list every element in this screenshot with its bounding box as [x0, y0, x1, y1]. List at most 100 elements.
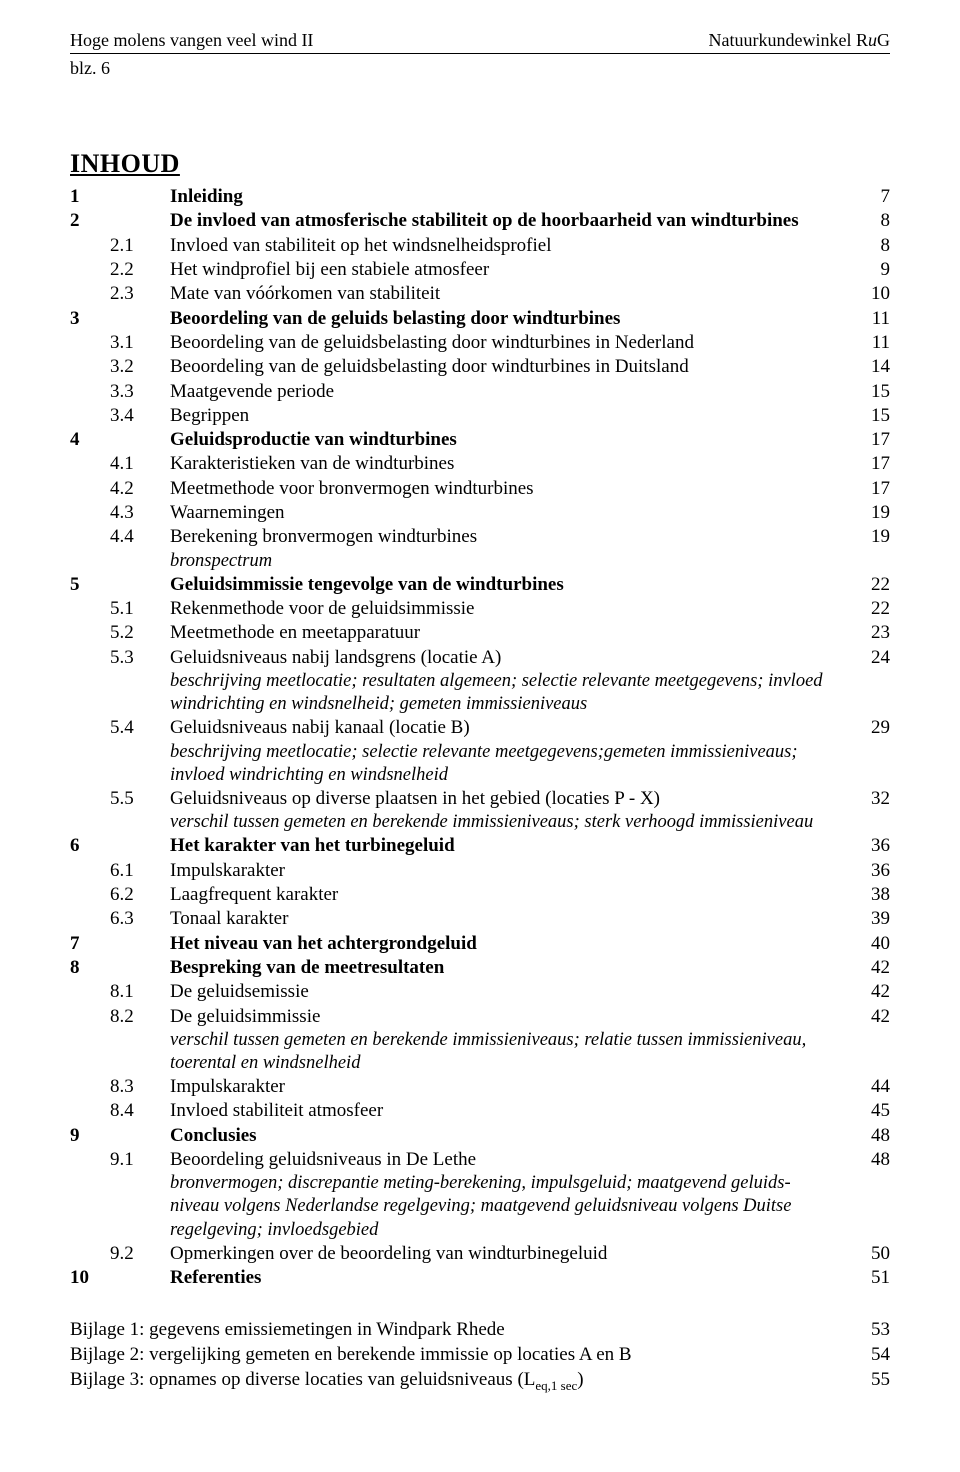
appendix-text: Bijlage 1: gegevens emissiemetingen in W…	[70, 1318, 850, 1343]
toc-subsection-num: 6.3	[110, 907, 170, 931]
toc-subsection-num: 2.3	[110, 282, 170, 306]
toc-section-title: Referenties	[170, 1266, 850, 1290]
toc-subsection-title: Impulskarakter	[170, 859, 850, 883]
toc-subsection-num: 3.2	[110, 355, 170, 379]
toc-subsection-title: Mate van vóórkomen van stabiliteit	[170, 282, 850, 306]
toc-row: 9.2Opmerkingen over de beoordeling van w…	[70, 1242, 890, 1266]
appendix-page-num: 55	[850, 1368, 890, 1393]
toc-page-num: 36	[850, 859, 890, 883]
toc-subsection-num: 9.2	[110, 1242, 170, 1266]
toc-row: 5.4Geluidsniveaus nabij kanaal (locatie …	[70, 716, 890, 740]
toc-page-num: 42	[850, 956, 890, 980]
appendix-text: Bijlage 3: opnames op diverse locaties v…	[70, 1368, 850, 1395]
toc-subsection-num: 3.1	[110, 331, 170, 355]
toc-note: beschrijving meetlocatie; selectie relev…	[70, 741, 890, 787]
toc-subsection-num: 4.4	[110, 525, 170, 549]
toc-row: 5 Geluidsimmissie tengevolge van de windt…	[70, 573, 890, 597]
toc-subsection-title: Geluidsniveaus nabij landsgrens (locatie…	[170, 646, 850, 670]
toc-page-num: 32	[850, 787, 890, 811]
toc-row: 7Het niveau van het achtergrondgeluid40	[70, 932, 890, 956]
document-page: Hoge molens vangen veel wind II Natuurku…	[0, 0, 960, 1424]
toc-row: 2De invloed van atmosferische stabilitei…	[70, 209, 890, 233]
toc-row: 5.5Geluidsniveaus op diverse plaatsen in…	[70, 787, 890, 811]
toc-subsection-num: 3.3	[110, 380, 170, 404]
toc-subsection-num: 3.4	[110, 404, 170, 428]
toc-row: 6.2Laagfrequent karakter38	[70, 883, 890, 907]
toc-section-num: 4	[70, 428, 110, 452]
toc-section-title: Conclusies	[170, 1124, 850, 1148]
toc-page-num: 24	[850, 646, 890, 670]
toc-row: 3Beoordeling van de geluids belasting do…	[70, 307, 890, 331]
toc-section-title: Geluidsimmissie tengevolge van de windtu…	[170, 573, 850, 597]
toc-subsection-title: Beoordeling van de geluidsbelasting door…	[170, 355, 850, 379]
toc-row: 6.3Tonaal karakter39	[70, 907, 890, 931]
toc-subsection-title: Invloed van stabiliteit op het windsnelh…	[170, 234, 850, 258]
toc-section-num: 8	[70, 956, 110, 980]
toc-row: 4.4Berekening bronvermogen windturbines1…	[70, 525, 890, 549]
toc-subsection-num: 6.1	[110, 859, 170, 883]
toc-page-num: 17	[850, 477, 890, 501]
toc-page-num: 48	[850, 1148, 890, 1172]
toc-subsection-title: Het windprofiel bij een stabiele atmosfe…	[170, 258, 850, 282]
toc-row: 4.3Waarnemingen19	[70, 501, 890, 525]
toc-page-num: 8	[850, 209, 890, 233]
toc-subsection-title: Opmerkingen over de beoordeling van wind…	[170, 1242, 850, 1266]
toc-subsection-num: 4.2	[110, 477, 170, 501]
appendix-list: Bijlage 1: gegevens emissiemetingen in W…	[70, 1318, 890, 1394]
toc-page-num: 22	[850, 597, 890, 621]
toc-row: 8 Bespreking van de meetresultaten42	[70, 956, 890, 980]
appendix-row: Bijlage 1: gegevens emissiemetingen in W…	[70, 1318, 890, 1343]
toc-row: 5.1Rekenmethode voor de geluidsimmissie2…	[70, 597, 890, 621]
toc-subsection-num: 5.3	[110, 646, 170, 670]
toc-row: 2.2Het windprofiel bij een stabiele atmo…	[70, 258, 890, 282]
toc-subsection-num: 2.1	[110, 234, 170, 258]
toc-row: 8.3Impulskarakter44	[70, 1075, 890, 1099]
toc-page-num: 11	[850, 307, 890, 331]
toc-note: bronvermogen; discrepantie meting-bereke…	[70, 1172, 890, 1241]
appendix-text: Bijlage 2: vergelijking gemeten en berek…	[70, 1343, 850, 1368]
toc-page-num: 51	[850, 1266, 890, 1290]
toc-subsection-title: Beoordeling geluidsniveaus in De Lethe	[170, 1148, 850, 1172]
toc-subsection-title: Beoordeling van de geluidsbelasting door…	[170, 331, 850, 355]
table-of-contents: 1 Inleiding72De invloed van atmosferische…	[70, 185, 890, 1290]
toc-row: 8.2De geluidsimmissie42	[70, 1005, 890, 1029]
toc-page-num: 42	[850, 1005, 890, 1029]
toc-page-num: 11	[850, 331, 890, 355]
toc-section-num: 1	[70, 185, 110, 209]
toc-subsection-num: 4.3	[110, 501, 170, 525]
toc-note: beschrijving meetlocatie; resultaten alg…	[70, 670, 890, 716]
appendix-row: Bijlage 3: opnames op diverse locaties v…	[70, 1368, 890, 1395]
toc-row: 4.1Karakteristieken van de windturbines1…	[70, 452, 890, 476]
toc-section-title: Beoordeling van de geluids belasting doo…	[170, 307, 850, 331]
appendix-row: Bijlage 2: vergelijking gemeten en berek…	[70, 1343, 890, 1368]
toc-subsection-num: 5.5	[110, 787, 170, 811]
toc-page-num: 7	[850, 185, 890, 209]
toc-row: 4Geluidsproductie van windturbines17	[70, 428, 890, 452]
toc-section-title: Inleiding	[170, 185, 850, 209]
toc-page-num: 9	[850, 258, 890, 282]
toc-page-num: 29	[850, 716, 890, 740]
toc-subsection-num: 2.2	[110, 258, 170, 282]
toc-row: 8.1De geluidsemissie42	[70, 980, 890, 1004]
toc-page-num: 15	[850, 380, 890, 404]
toc-page-num: 19	[850, 525, 890, 549]
toc-page-num: 22	[850, 573, 890, 597]
toc-subsection-title: Meetmethode voor bronvermogen windturbin…	[170, 477, 850, 501]
toc-subsection-title: Geluidsniveaus op diverse plaatsen in he…	[170, 787, 850, 811]
toc-page-num: 23	[850, 621, 890, 645]
toc-section-num: 9	[70, 1124, 110, 1148]
toc-section-title: De invloed van atmosferische stabiliteit…	[170, 209, 850, 233]
toc-section-title: Bespreking van de meetresultaten	[170, 956, 850, 980]
toc-page-num: 40	[850, 932, 890, 956]
appendix-page-num: 54	[850, 1343, 890, 1368]
toc-section-num: 5	[70, 573, 110, 597]
toc-row: 6.1Impulskarakter36	[70, 859, 890, 883]
toc-subsection-num: 5.2	[110, 621, 170, 645]
toc-subsection-title: Karakteristieken van de windturbines	[170, 452, 850, 476]
toc-row: 10Referenties51	[70, 1266, 890, 1290]
toc-subsection-title: Laagfrequent karakter	[170, 883, 850, 907]
toc-subsection-title: De geluidsimmissie	[170, 1005, 850, 1029]
toc-subsection-title: Maatgevende periode	[170, 380, 850, 404]
toc-section-title: Het niveau van het achtergrondgeluid	[170, 932, 850, 956]
toc-subsection-num: 5.1	[110, 597, 170, 621]
